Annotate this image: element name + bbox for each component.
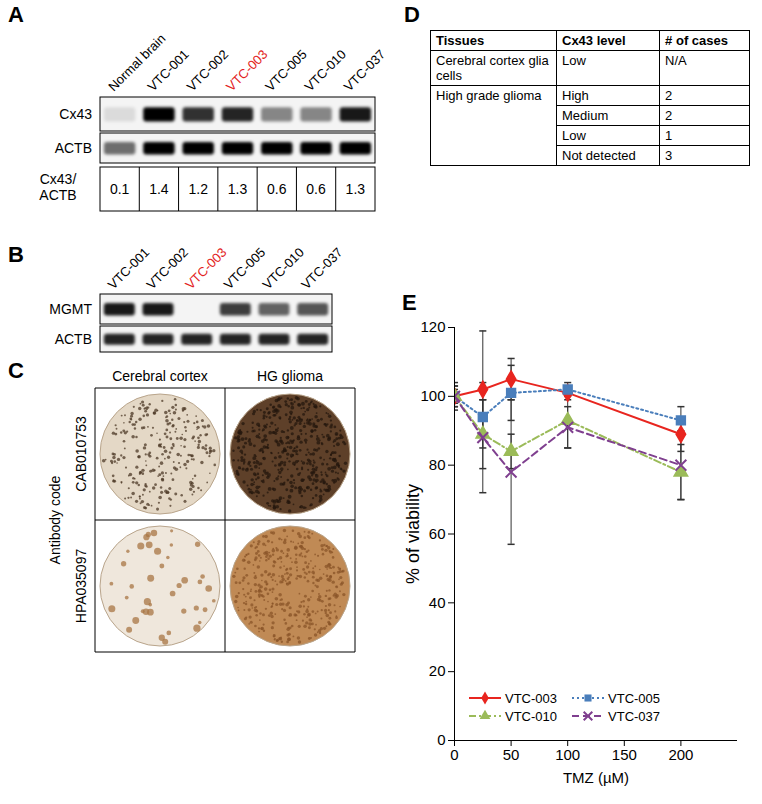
svg-text:1.3: 1.3 — [346, 181, 366, 197]
svg-text:VTC-002: VTC-002 — [184, 47, 231, 94]
html-text:Tissues: Tissues — [436, 33, 485, 48]
svg-text:Antibody code: Antibody code — [47, 475, 63, 564]
svg-text:150: 150 — [612, 746, 637, 763]
svg-text:% of viability: % of viability — [403, 484, 423, 584]
svg-text:Cx43: Cx43 — [59, 106, 92, 122]
svg-text:60: 60 — [429, 525, 446, 542]
html-text:High grade glioma: High grade glioma — [436, 88, 542, 103]
svg-text:VTC-010: VTC-010 — [302, 47, 349, 94]
svg-text:C: C — [8, 358, 24, 383]
svg-text:0.6: 0.6 — [267, 181, 287, 197]
html-text:High: High — [562, 88, 589, 103]
svg-text:CAB010753: CAB010753 — [73, 416, 89, 492]
html-text:Not detected: Not detected — [562, 148, 636, 163]
svg-text:TMZ (µM): TMZ (µM) — [563, 769, 629, 786]
svg-text:Cx43/: Cx43/ — [40, 171, 77, 187]
html-text:E: E — [402, 290, 417, 315]
html-text:Medium: Medium — [562, 108, 609, 123]
svg-text:VTC-005: VTC-005 — [221, 245, 268, 292]
html-text:Cx43 level: Cx43 level — [562, 33, 626, 48]
svg-text:50: 50 — [503, 746, 520, 763]
svg-text:1.4: 1.4 — [149, 181, 169, 197]
svg-text:120: 120 — [420, 318, 445, 335]
svg-text:HG glioma: HG glioma — [257, 368, 323, 384]
svg-text:100: 100 — [420, 387, 445, 404]
svg-text:1.2: 1.2 — [188, 181, 208, 197]
html-text:VTC-005: VTC-005 — [608, 690, 661, 706]
svg-text:ACTB: ACTB — [39, 187, 76, 203]
svg-text:VTC-001: VTC-001 — [144, 47, 191, 94]
svg-text:VTC-002: VTC-002 — [144, 245, 191, 292]
html-text:2: 2 — [665, 108, 673, 123]
svg-text:Cerebral cortex: Cerebral cortex — [112, 368, 208, 384]
svg-text:MGMT: MGMT — [49, 301, 92, 317]
html-text:Low: Low — [562, 128, 586, 143]
svg-text:VTC-003: VTC-003 — [182, 245, 229, 292]
svg-text:VTC-037: VTC-037 — [341, 47, 388, 94]
html-text:D: D — [404, 2, 420, 27]
html-text:VTC-010: VTC-010 — [505, 708, 557, 724]
svg-text:VTC-005: VTC-005 — [262, 47, 309, 94]
html-text:VTC-003: VTC-003 — [505, 690, 557, 706]
svg-text:1.3: 1.3 — [228, 181, 248, 197]
svg-text:ACTB: ACTB — [55, 331, 92, 347]
svg-text:VTC-010: VTC-010 — [260, 245, 307, 292]
html-text:# of cases: # of cases — [665, 33, 728, 48]
html-text:Cerebral cortex glia cells: Cerebral cortex glia cells — [436, 53, 549, 83]
svg-text:20: 20 — [429, 662, 446, 679]
svg-text:0: 0 — [450, 746, 458, 763]
svg-text:0.6: 0.6 — [306, 181, 326, 197]
svg-text:ACTB: ACTB — [55, 140, 92, 156]
svg-text:40: 40 — [429, 594, 446, 611]
svg-text:0.1: 0.1 — [110, 181, 130, 197]
svg-text:B: B — [8, 242, 24, 267]
svg-text:A: A — [8, 2, 24, 27]
svg-text:VTC-037: VTC-037 — [298, 245, 345, 292]
svg-text:Normal brain: Normal brain — [105, 30, 169, 95]
html-text:3: 3 — [665, 148, 673, 163]
svg-text:80: 80 — [429, 456, 446, 473]
html-text:N/A: N/A — [665, 53, 687, 68]
html-text:VTC-037: VTC-037 — [608, 708, 661, 724]
svg-text:VTC-001: VTC-001 — [105, 245, 152, 292]
svg-text:VTC-003: VTC-003 — [223, 47, 270, 94]
html-text:2: 2 — [665, 88, 673, 103]
svg-text:0: 0 — [437, 731, 445, 748]
svg-text:200: 200 — [668, 746, 693, 763]
html-text:1: 1 — [665, 128, 673, 143]
svg-text:100: 100 — [555, 746, 580, 763]
html-text:Low: Low — [562, 53, 586, 68]
svg-text:HPA035097: HPA035097 — [73, 549, 89, 624]
